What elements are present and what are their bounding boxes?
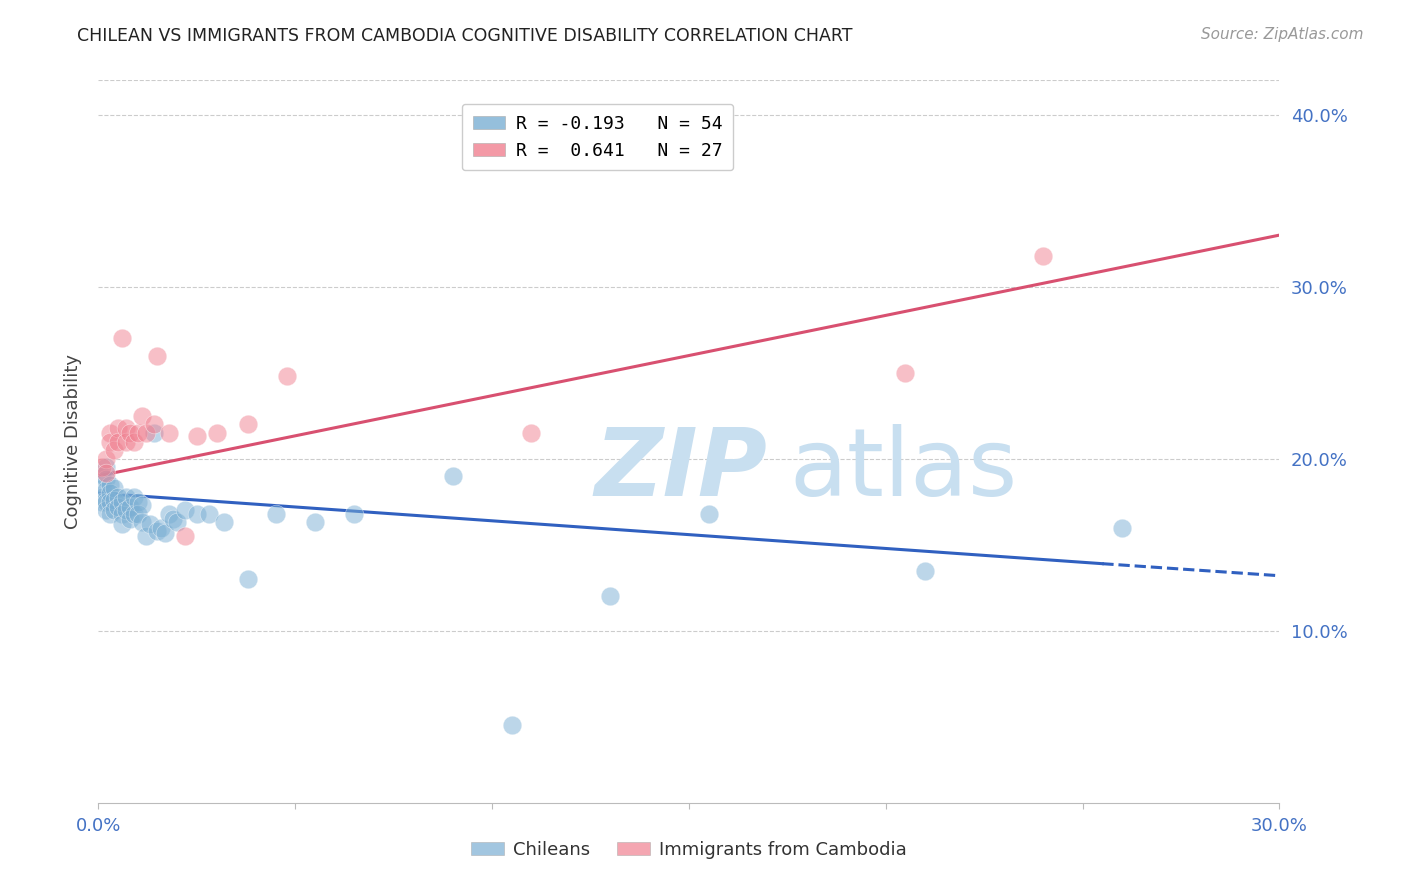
Point bbox=[135, 529, 157, 543]
Point bbox=[98, 507, 121, 521]
Text: CHILEAN VS IMMIGRANTS FROM CAMBODIA COGNITIVE DISABILITY CORRELATION CHART: CHILEAN VS IMMIGRANTS FROM CAMBODIA COGN… bbox=[77, 27, 853, 45]
Point bbox=[599, 590, 621, 604]
Point bbox=[118, 512, 141, 526]
Point bbox=[98, 434, 121, 449]
Point bbox=[501, 718, 523, 732]
Point bbox=[697, 507, 720, 521]
Point bbox=[96, 472, 118, 486]
Point bbox=[894, 366, 917, 380]
Y-axis label: Cognitive Disability: Cognitive Disability bbox=[65, 354, 83, 529]
Point bbox=[155, 525, 177, 540]
Point bbox=[115, 434, 138, 449]
Point bbox=[236, 417, 259, 432]
Point bbox=[138, 517, 160, 532]
Point bbox=[91, 460, 114, 475]
Point bbox=[1111, 520, 1133, 534]
Point bbox=[96, 494, 118, 508]
Point bbox=[96, 503, 118, 517]
Point bbox=[122, 507, 145, 521]
Point bbox=[98, 425, 121, 440]
Point bbox=[157, 507, 180, 521]
Point bbox=[96, 460, 118, 475]
Point bbox=[96, 451, 118, 466]
Point bbox=[103, 481, 125, 495]
Text: Source: ZipAtlas.com: Source: ZipAtlas.com bbox=[1201, 27, 1364, 42]
Point bbox=[111, 494, 134, 508]
Point bbox=[111, 331, 134, 345]
Point bbox=[107, 500, 129, 514]
Point bbox=[107, 421, 129, 435]
Point bbox=[107, 434, 129, 449]
Point bbox=[520, 425, 543, 440]
Point bbox=[98, 486, 121, 500]
Point bbox=[111, 507, 134, 521]
Point bbox=[214, 516, 236, 530]
Point bbox=[146, 524, 169, 538]
Text: atlas: atlas bbox=[789, 425, 1018, 516]
Text: ZIP: ZIP bbox=[595, 425, 768, 516]
Point bbox=[162, 512, 184, 526]
Point bbox=[118, 500, 141, 514]
Point bbox=[91, 494, 114, 508]
Point bbox=[127, 507, 149, 521]
Point bbox=[135, 425, 157, 440]
Point bbox=[174, 503, 197, 517]
Point bbox=[197, 507, 219, 521]
Point bbox=[441, 469, 464, 483]
Point bbox=[131, 498, 153, 512]
Point bbox=[98, 494, 121, 508]
Point bbox=[276, 369, 298, 384]
Point bbox=[111, 517, 134, 532]
Point bbox=[131, 409, 153, 423]
Point bbox=[118, 425, 141, 440]
Point bbox=[122, 490, 145, 504]
Point bbox=[142, 425, 165, 440]
Point bbox=[205, 425, 228, 440]
Point bbox=[146, 349, 169, 363]
Point bbox=[91, 469, 114, 483]
Point bbox=[131, 516, 153, 530]
Point bbox=[122, 434, 145, 449]
Point bbox=[174, 529, 197, 543]
Point bbox=[236, 572, 259, 586]
Point bbox=[157, 425, 180, 440]
Point bbox=[150, 520, 173, 534]
Point bbox=[91, 490, 114, 504]
Point bbox=[115, 503, 138, 517]
Legend: Chileans, Immigrants from Cambodia: Chileans, Immigrants from Cambodia bbox=[464, 834, 914, 866]
Point bbox=[304, 516, 326, 530]
Point bbox=[96, 483, 118, 497]
Point bbox=[264, 507, 287, 521]
Point bbox=[103, 443, 125, 458]
Point bbox=[96, 466, 118, 480]
Point bbox=[127, 494, 149, 508]
Point bbox=[115, 490, 138, 504]
Point bbox=[343, 507, 366, 521]
Point bbox=[98, 477, 121, 491]
Point bbox=[166, 516, 188, 530]
Point bbox=[103, 503, 125, 517]
Point bbox=[142, 417, 165, 432]
Point bbox=[914, 564, 936, 578]
Point bbox=[107, 490, 129, 504]
Point bbox=[103, 493, 125, 508]
Point bbox=[115, 421, 138, 435]
Point bbox=[186, 429, 208, 443]
Point bbox=[186, 507, 208, 521]
Point bbox=[91, 481, 114, 495]
Point bbox=[127, 425, 149, 440]
Point bbox=[1032, 249, 1054, 263]
